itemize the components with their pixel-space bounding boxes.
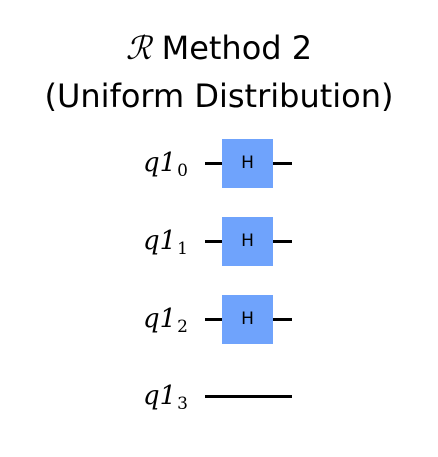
hadamard-gate-2: H: [222, 295, 273, 344]
qubit-label-0: q10: [143, 133, 188, 193]
qubit-label-2: q12: [143, 289, 188, 349]
qubit-register: q1: [142, 226, 177, 256]
qubit-register: q1: [142, 304, 177, 334]
diagram-subtitle: (Uniform Distribution): [44, 77, 394, 115]
qubit-row-2: q12 H: [0, 289, 438, 349]
qubit-row-0: q10 H: [0, 133, 438, 193]
qubit-register: q1: [142, 381, 177, 411]
script-r-symbol: ℛ: [125, 29, 152, 67]
hadamard-gate-1: H: [222, 217, 273, 266]
qubit-wire-3: [205, 395, 292, 398]
title-text: Method 2: [161, 29, 313, 67]
qubit-row-3: q13: [0, 366, 438, 426]
qubit-row-1: q11 H: [0, 211, 438, 271]
qubit-label-3: q13: [143, 366, 188, 426]
qubit-index: 1: [177, 239, 188, 259]
qubit-label-1: q11: [143, 211, 188, 271]
qubit-index: 2: [177, 317, 188, 337]
diagram-title: ℛ Method 2: [0, 28, 438, 68]
qubit-index: 0: [177, 161, 188, 181]
qubit-register: q1: [142, 148, 177, 178]
hadamard-gate-0: H: [222, 139, 273, 188]
qubit-index: 3: [177, 394, 188, 414]
